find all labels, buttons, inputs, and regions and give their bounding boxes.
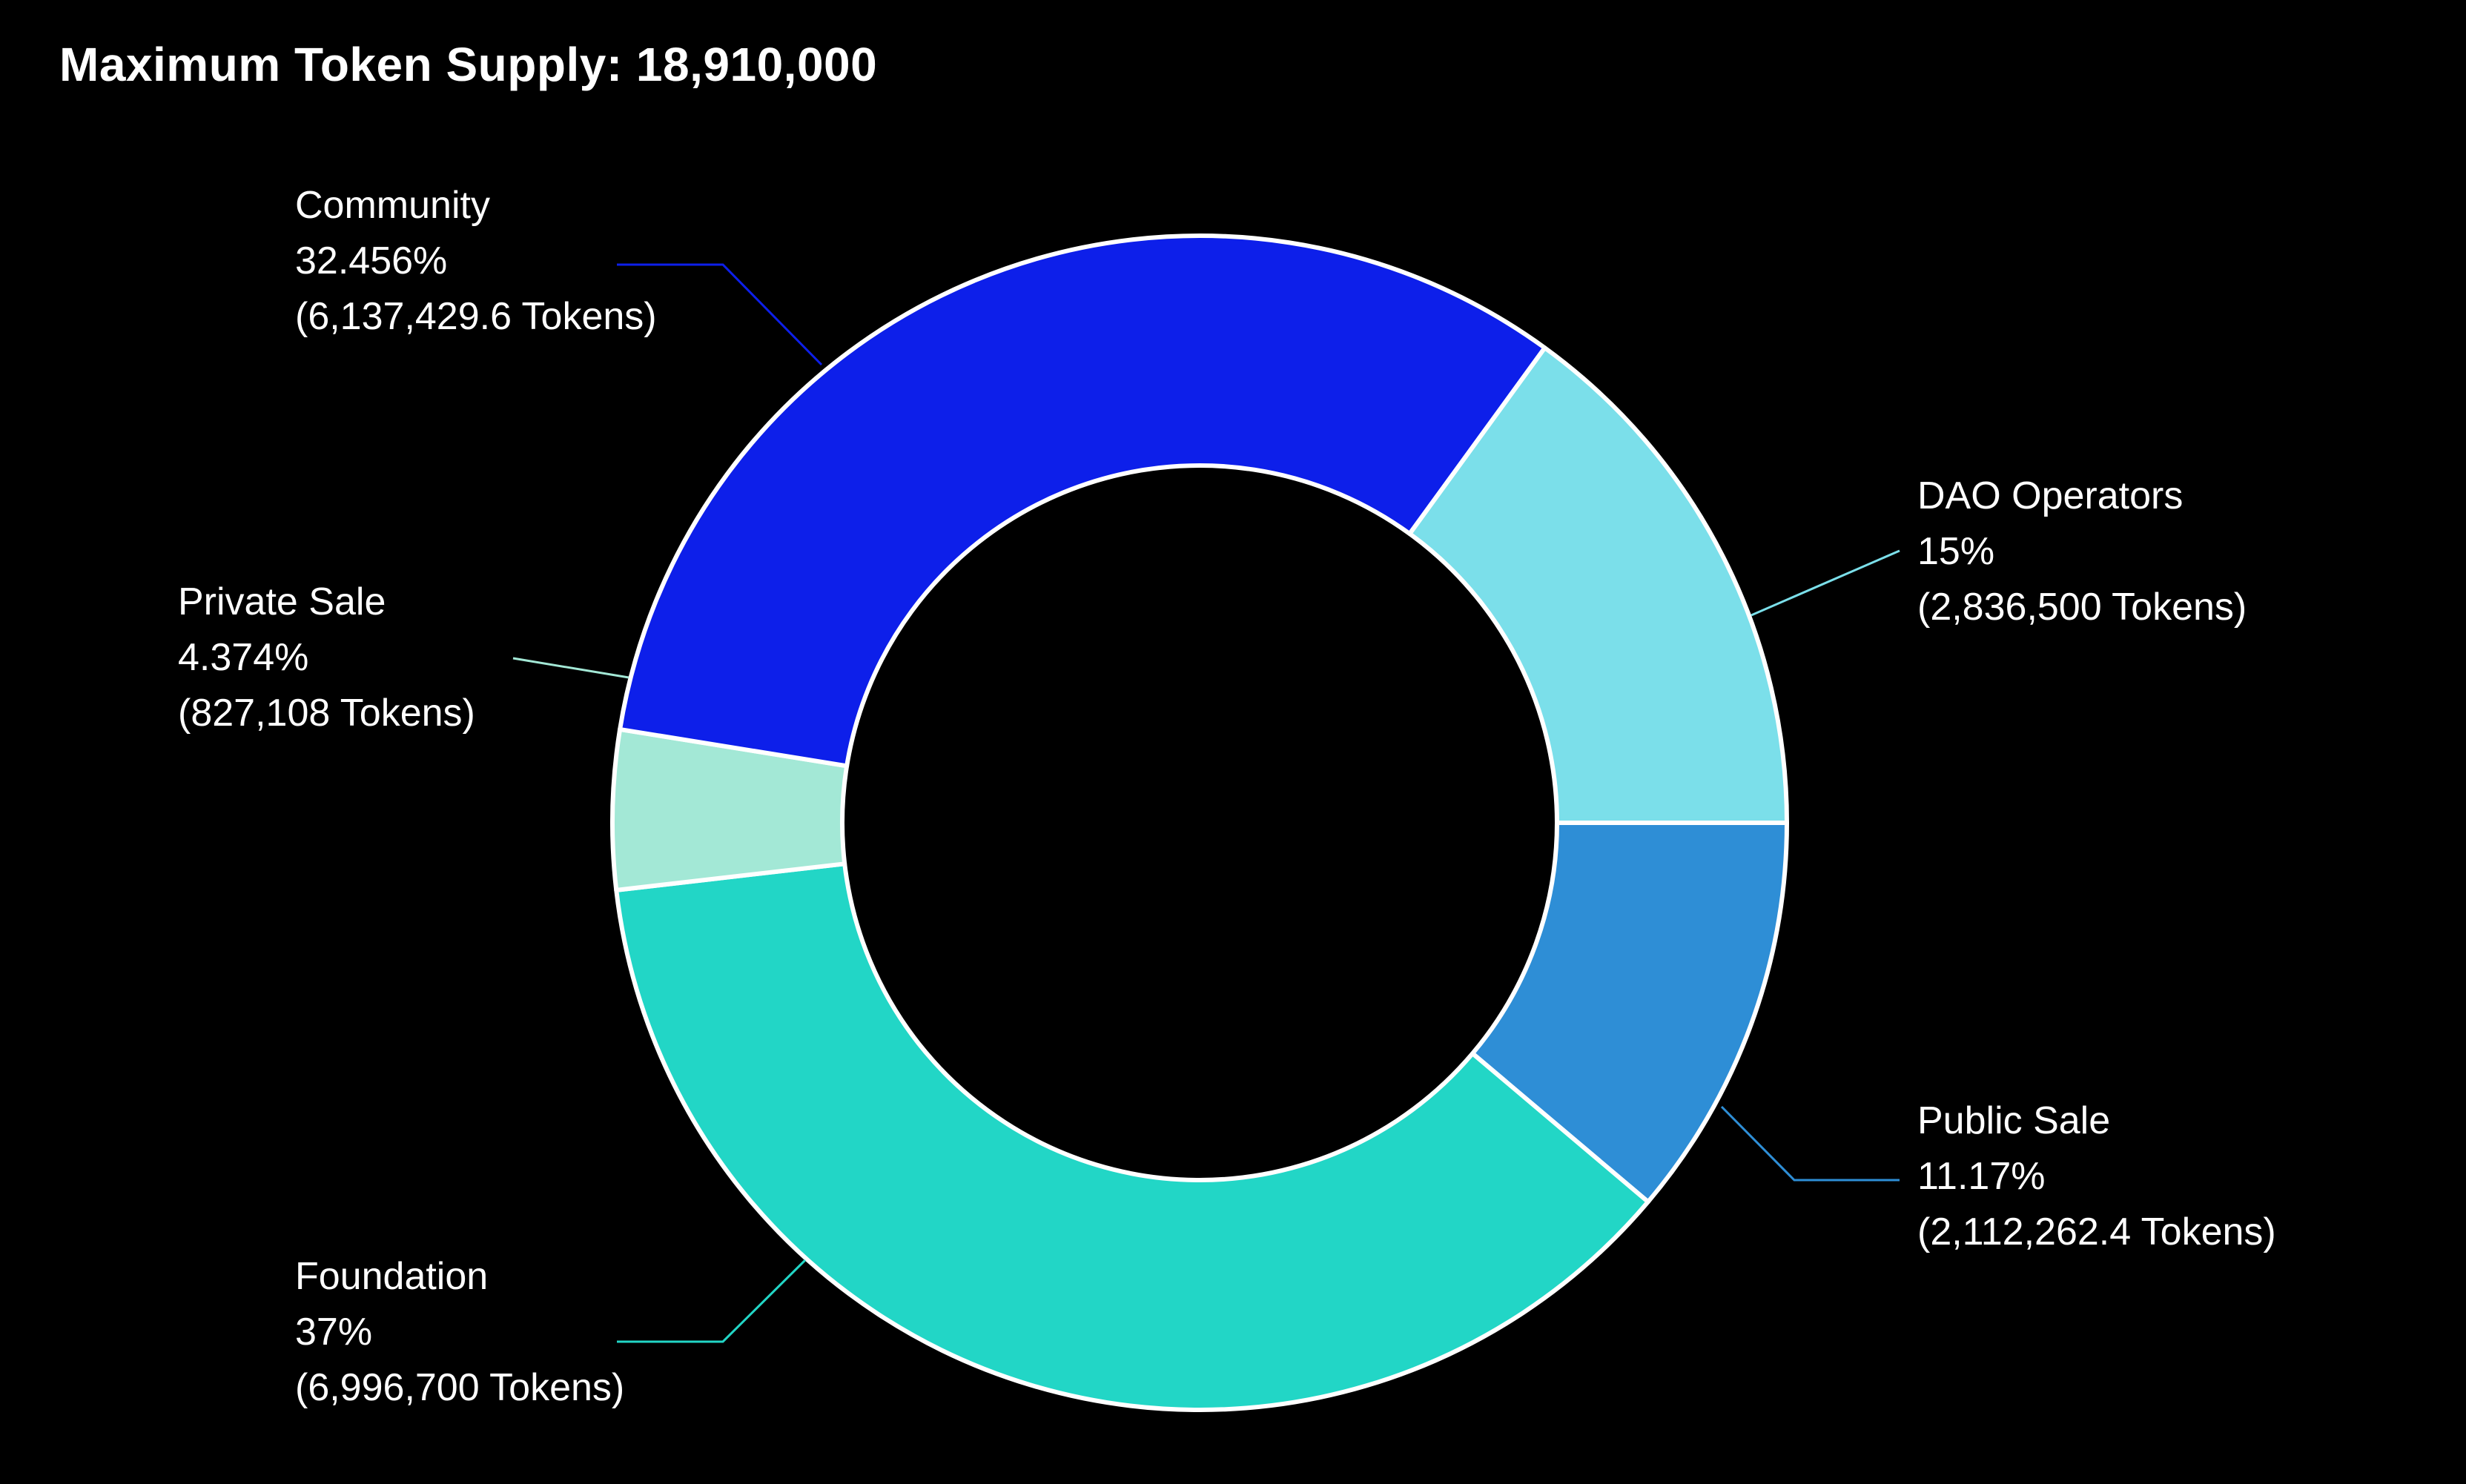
slice-name: DAO Operators bbox=[1917, 474, 2184, 517]
slice-tokens: (827,108 Tokens) bbox=[178, 692, 475, 735]
slice-percent: 15% bbox=[1917, 530, 1995, 573]
donut-slice-public-sale bbox=[1470, 821, 1789, 1205]
slice-name: Public Sale bbox=[1917, 1099, 2111, 1142]
leader-lines bbox=[512, 263, 1900, 1343]
slice-tokens: (6,996,700 Tokens) bbox=[295, 1366, 625, 1409]
leader-line-private-sale bbox=[512, 657, 629, 679]
leader-line-foundation bbox=[617, 1259, 807, 1343]
slice-percent: 32.456% bbox=[295, 239, 448, 282]
slice-tokens: (2,836,500 Tokens) bbox=[1917, 586, 2247, 629]
chart-title: Maximum Token Supply: 18,910,000 bbox=[59, 38, 878, 91]
slice-label-public-sale: Public Sale 11.17% (2,112,262.4 Tokens) bbox=[1917, 1093, 2276, 1260]
slice-percent: 37% bbox=[295, 1311, 373, 1354]
donut-slice-dao-operators bbox=[1407, 345, 1789, 825]
slice-name: Private Sale bbox=[178, 580, 386, 623]
leader-line-public-sale bbox=[1720, 1105, 1900, 1182]
leader-line-dao-operators bbox=[1751, 549, 1900, 617]
donut-slice-community bbox=[618, 233, 1547, 769]
slice-label-private-sale: Private Sale 4.374% (827,108 Tokens) bbox=[178, 574, 475, 741]
slice-label-foundation: Foundation 37% (6,996,700 Tokens) bbox=[295, 1249, 624, 1416]
slice-label-dao-operators: DAO Operators 15% (2,836,500 Tokens) bbox=[1917, 468, 2247, 635]
donut-slice-foundation bbox=[614, 861, 1650, 1412]
slice-name: Foundation bbox=[295, 1255, 489, 1298]
donut-slices bbox=[610, 233, 1789, 1412]
slice-label-community: Community 32.456% (6,137,429.6 Tokens) bbox=[295, 178, 657, 345]
slice-percent: 4.374% bbox=[178, 636, 309, 679]
slice-percent: 11.17% bbox=[1917, 1155, 2046, 1198]
slice-tokens: (2,112,262.4 Tokens) bbox=[1917, 1210, 2276, 1253]
slice-name: Community bbox=[295, 184, 490, 227]
leader-line-community bbox=[617, 263, 823, 366]
slice-tokens: (6,137,429.6 Tokens) bbox=[295, 295, 657, 338]
